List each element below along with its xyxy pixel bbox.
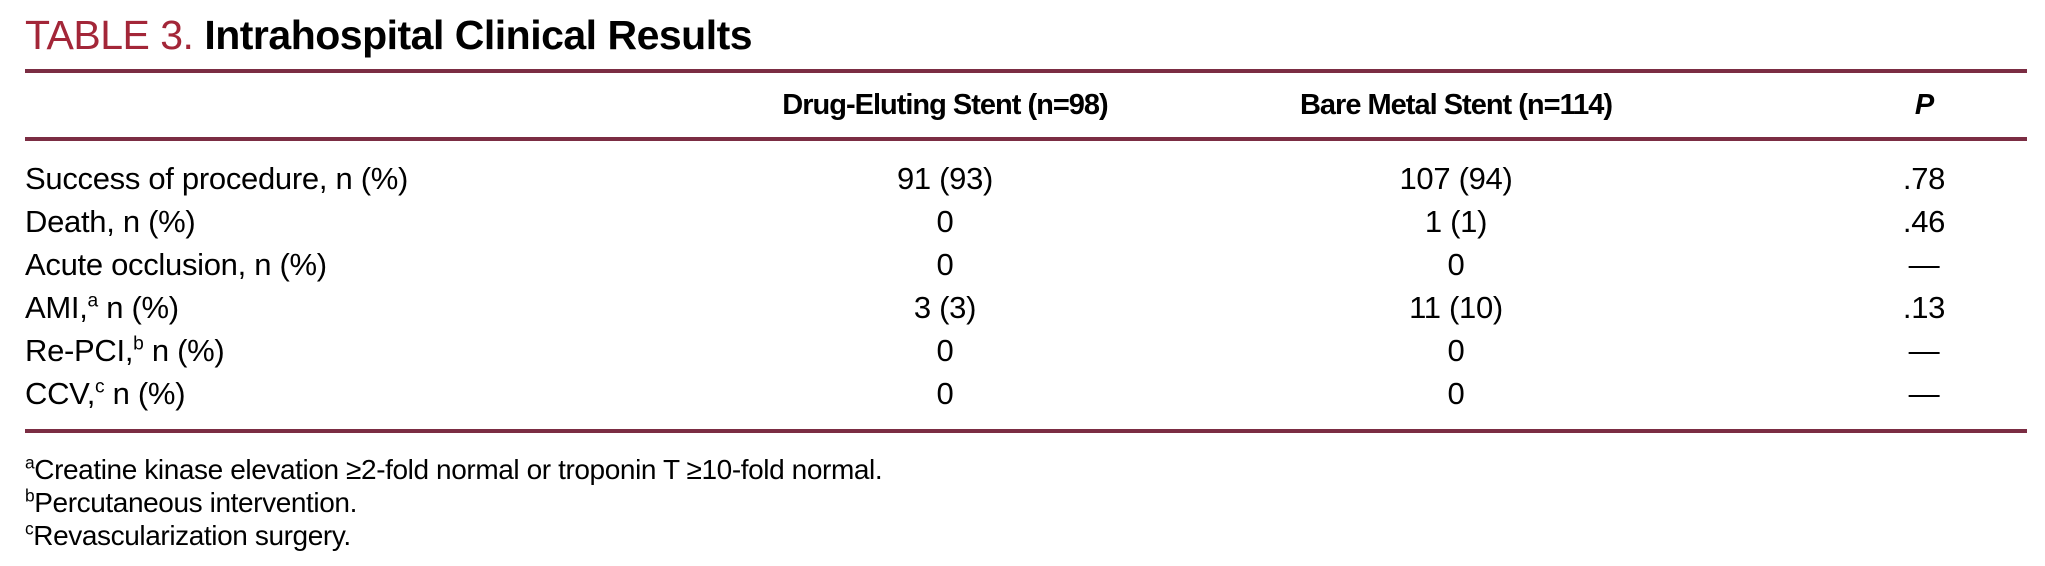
cell-bms-value: 0 xyxy=(1447,376,1465,411)
cell-des-value: 91 (93) xyxy=(896,161,994,196)
table-caption: TABLE 3. Intrahospital Clinical Results xyxy=(25,0,2027,69)
row-label-suffix: n (%) xyxy=(114,204,196,239)
footnote-text: Creatine kinase elevation ≥2-fold normal… xyxy=(34,454,883,485)
cell-bms-value: 107 (94) xyxy=(1399,161,1513,196)
row-label-text: Success of procedure, xyxy=(25,161,328,196)
cell-bms-value: 0 xyxy=(1447,333,1465,368)
footnote-c: cRevascularization surgery. xyxy=(25,519,2027,552)
row-label-suffix: n (%) xyxy=(327,161,409,196)
row-label: Acute occlusion, n (%) xyxy=(25,243,327,286)
row-label-suffix: n (%) xyxy=(104,376,186,411)
footnote-b: bPercutaneous intervention. xyxy=(25,486,2027,519)
row-label: Death, n (%) xyxy=(25,200,196,243)
row-label-superscript: b xyxy=(133,333,144,355)
cell-des-value: 3 (3) xyxy=(913,290,977,325)
table-container: TABLE 3. Intrahospital Clinical Results … xyxy=(25,0,2027,552)
cell-bms-value: 11 (10) xyxy=(1409,290,1503,325)
row-label: AMI,a n (%) xyxy=(25,286,179,329)
cell-des-value: 0 xyxy=(936,204,954,239)
cell-p-value: — xyxy=(1908,333,1940,368)
cell-p-value: .78 xyxy=(1902,161,1946,196)
table-body: Success of procedure, n (%) 91 (93) 107 … xyxy=(25,141,2027,429)
table-row: CCV,c n (%) 0 0 — xyxy=(25,372,2027,415)
table-row: Acute occlusion, n (%) 0 0 — xyxy=(25,243,2027,286)
table-title: Intrahospital Clinical Results xyxy=(204,12,753,58)
row-label-text: CCV, xyxy=(25,376,96,411)
row-label-text: Re-PCI, xyxy=(25,333,134,368)
cell-bms-value: 1 (1) xyxy=(1424,204,1488,239)
table-number-label: TABLE 3. xyxy=(25,12,194,58)
footnote-text: Revascularization surgery. xyxy=(33,520,351,551)
footnote-a: aCreatine kinase elevation ≥2-fold norma… xyxy=(25,453,2027,486)
cell-p-value: — xyxy=(1908,247,1940,282)
row-label-superscript: c xyxy=(95,376,105,398)
footnote-superscript: b xyxy=(25,485,35,506)
table-row: Success of procedure, n (%) 91 (93) 107 … xyxy=(25,157,2027,200)
row-label: Re-PCI,b n (%) xyxy=(25,329,225,372)
column-header-p-value: P xyxy=(1914,89,1934,121)
cell-des-value: 0 xyxy=(936,333,954,368)
cell-bms-value: 0 xyxy=(1447,247,1465,282)
cell-p-value: .13 xyxy=(1902,290,1946,325)
row-label-suffix: n (%) xyxy=(97,290,179,325)
row-label: CCV,c n (%) xyxy=(25,372,186,415)
row-label-text: Death, xyxy=(25,204,115,239)
cell-des-value: 0 xyxy=(936,376,954,411)
header-rule-divider xyxy=(25,137,2027,141)
column-header-bare-metal-stent: Bare Metal Stent (n=114) xyxy=(1299,89,1613,121)
row-label-text: Acute occlusion, xyxy=(25,247,246,282)
footnote-superscript: c xyxy=(25,518,34,539)
table-header-row: Drug-Eluting Stent (n=98) Bare Metal Ste… xyxy=(25,73,2027,137)
row-label-superscript: a xyxy=(87,290,99,312)
table-row: Death, n (%) 0 1 (1) .46 xyxy=(25,200,2027,243)
row-label-text: AMI, xyxy=(25,290,88,325)
footnote-text: Percutaneous intervention. xyxy=(34,487,357,518)
cell-p-value: .46 xyxy=(1902,204,1946,239)
table-row: Re-PCI,b n (%) 0 0 — xyxy=(25,329,2027,372)
cell-des-value: 0 xyxy=(936,247,954,282)
footnotes-section: aCreatine kinase elevation ≥2-fold norma… xyxy=(25,453,2027,552)
row-label: Success of procedure, n (%) xyxy=(25,157,408,200)
row-label-suffix: n (%) xyxy=(245,247,327,282)
column-header-drug-eluting-stent: Drug-Eluting Stent (n=98) xyxy=(782,89,1108,121)
table-row: AMI,a n (%) 3 (3) 11 (10) .13 xyxy=(25,286,2027,329)
row-label-suffix: n (%) xyxy=(143,333,225,368)
top-rule-divider xyxy=(25,69,2027,73)
footnote-superscript: a xyxy=(25,452,35,473)
cell-p-value: — xyxy=(1908,376,1940,411)
bottom-rule-divider xyxy=(25,429,2027,433)
